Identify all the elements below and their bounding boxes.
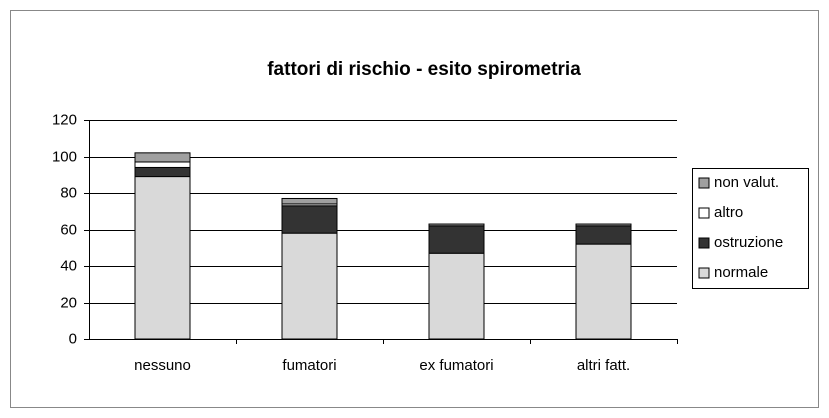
bar-segment — [134, 176, 191, 340]
x-tick-label: ex fumatori — [419, 357, 493, 374]
y-tick-label: 20 — [60, 294, 77, 311]
x-tick-label: altri fatt. — [577, 357, 630, 374]
legend-label: normale — [714, 264, 768, 281]
legend-swatch — [698, 237, 710, 249]
bar-segment — [134, 152, 191, 163]
bar-segment — [428, 252, 485, 340]
bar-segment — [134, 166, 191, 178]
legend-swatch — [698, 207, 710, 219]
bar-segment — [281, 232, 338, 340]
bar-segment — [134, 161, 191, 168]
bar-segment — [428, 225, 485, 254]
chart-title: fattori di rischio - esito spirometria — [267, 59, 581, 80]
y-tick-label: 60 — [60, 221, 77, 238]
legend-label: non valut. — [714, 174, 779, 191]
legend-label: altro — [714, 204, 743, 221]
x-tick-label: fumatori — [282, 357, 336, 374]
legend-box — [692, 168, 809, 289]
bar-segment — [575, 243, 632, 340]
bar-segment — [575, 223, 632, 227]
legend-label: ostruzione — [714, 234, 783, 251]
x-tick-label: nessuno — [134, 357, 191, 374]
y-tick-label: 40 — [60, 257, 77, 274]
y-tick-label: 100 — [52, 148, 77, 165]
legend-swatch — [698, 267, 710, 279]
bar-segment — [281, 197, 338, 205]
legend-swatch — [698, 177, 710, 189]
y-tick-label: 120 — [52, 111, 77, 128]
bar-segment — [575, 225, 632, 245]
y-tick-label: 80 — [60, 184, 77, 201]
bar-segment — [281, 205, 338, 234]
bar-segment — [428, 223, 485, 227]
y-tick-label: 0 — [69, 330, 77, 347]
